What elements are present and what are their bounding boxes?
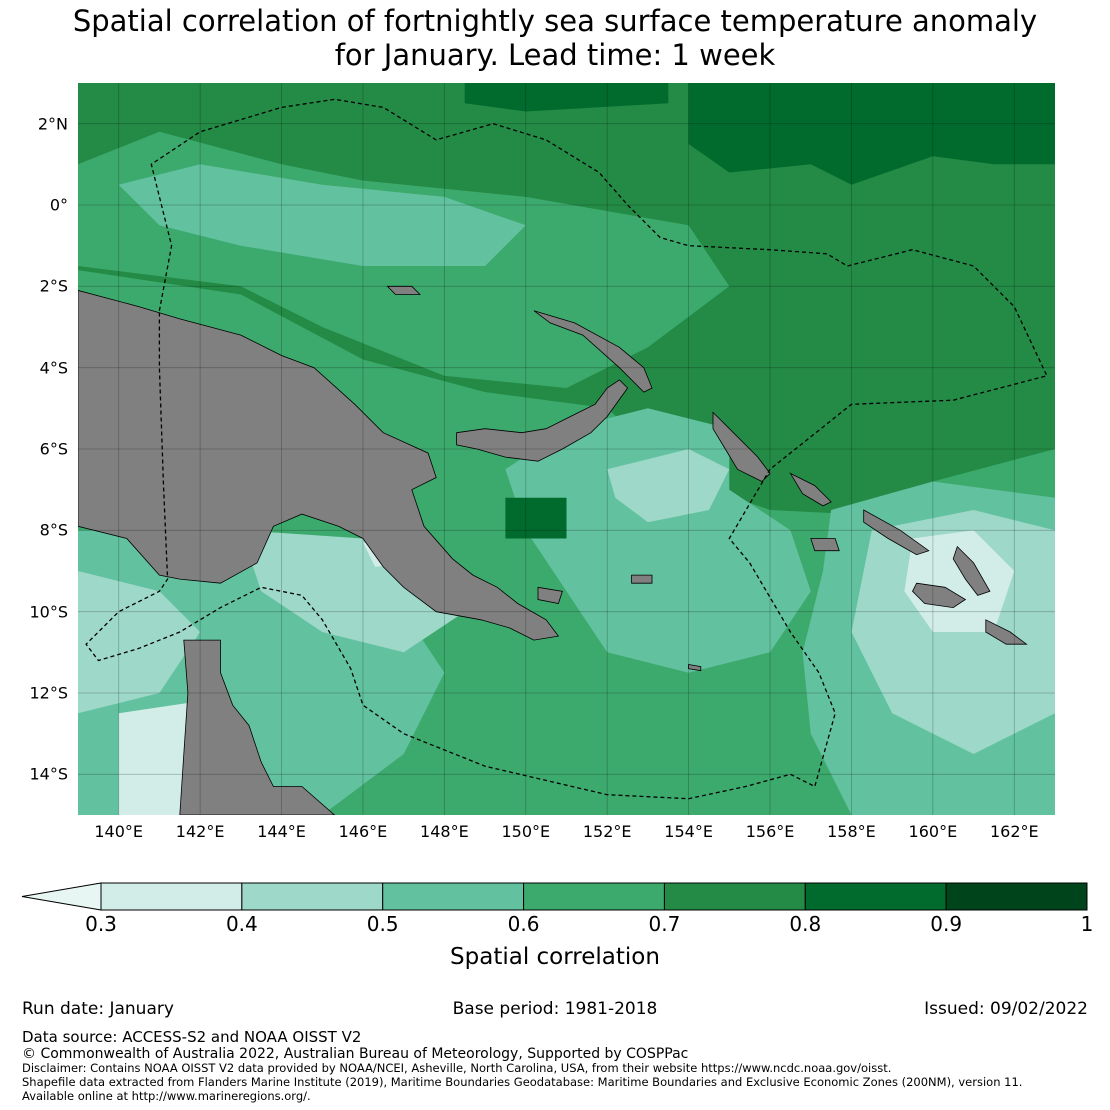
land-woodlark	[631, 574, 653, 584]
eez-boundary	[85, 98, 1048, 800]
land-new-britain	[456, 379, 629, 462]
issued-date: Issued: 09/02/2022	[924, 999, 1088, 1019]
lon-tick-label: 140°E	[94, 822, 144, 841]
correlation-region	[505, 408, 811, 673]
colorbar-segment	[663, 882, 806, 911]
colorbar-tick-label: 1	[1080, 912, 1094, 936]
lat-tick-label: 10°S	[29, 602, 68, 622]
base-period: Base period: 1981-2018	[452, 999, 658, 1019]
correlation-region	[688, 83, 1055, 185]
colorbar-tick-label: 0.7	[648, 912, 681, 936]
land-makira	[985, 619, 1028, 645]
land-rossel	[688, 664, 702, 672]
land-new-guinea	[78, 289, 560, 641]
colorbar-segment	[100, 882, 243, 911]
lon-tick-label: 142°E	[175, 822, 225, 841]
correlation-region	[464, 83, 669, 112]
run-date: Run date: January	[22, 999, 174, 1019]
correlation-region	[505, 497, 567, 539]
lon-tick-label: 156°E	[745, 822, 795, 841]
lon-tick-label: 150°E	[501, 822, 551, 841]
correlation-region	[78, 571, 201, 714]
colorbar-tick-label: 0.5	[366, 912, 399, 936]
lat-tick-label: 2°S	[39, 276, 68, 296]
disclaimer-line-3: Available online at http://www.marinereg…	[22, 1089, 311, 1103]
correlation-map	[78, 83, 1055, 815]
land-new-georgia	[810, 538, 840, 552]
colorbar-tick-label: 0.6	[507, 912, 540, 936]
lon-tick-label: 154°E	[664, 822, 713, 841]
land-fergusson	[537, 586, 563, 604]
lat-tick-label: 6°S	[39, 439, 68, 459]
land-malaita	[952, 545, 991, 596]
colorbar	[21, 882, 1088, 911]
lat-tick-label: 12°S	[29, 683, 68, 703]
lat-tick-label: 4°S	[39, 358, 68, 378]
lon-tick-label: 146°E	[338, 822, 388, 841]
colorbar-tick-label: 0.9	[930, 912, 963, 936]
lat-tick-label: 8°S	[39, 520, 68, 540]
lon-tick-label: 148°E	[420, 822, 469, 841]
land-cape-york	[179, 639, 336, 815]
land-santa-isabel	[863, 509, 930, 556]
land-choiseul	[789, 472, 832, 507]
land-bougainville	[712, 411, 771, 482]
correlation-region	[118, 164, 526, 266]
copyright: © Commonwealth of Australia 2022, Austra…	[22, 1046, 689, 1062]
chart-title: Spatial correlation of fortnightly sea s…	[0, 4, 1110, 72]
colorbar-segment	[241, 882, 384, 911]
colorbar-segment	[804, 882, 947, 911]
data-source: Data source: ACCESS-S2 and NOAA OISST V2	[22, 1028, 362, 1046]
land-new-ireland	[533, 310, 653, 393]
land-manus	[386, 285, 421, 295]
colorbar-tick-label: 0.4	[225, 912, 258, 936]
title-line-1: Spatial correlation of fortnightly sea s…	[72, 4, 1038, 38]
colorbar-tick-label: 0.8	[789, 912, 822, 936]
colorbar-under-arrow	[21, 882, 102, 911]
lon-tick-label: 158°E	[827, 822, 876, 841]
lon-tick-label: 160°E	[908, 822, 958, 841]
colorbar-tick-label: 0.3	[85, 912, 117, 936]
correlation-region	[607, 449, 730, 523]
colorbar-segment	[945, 882, 1088, 911]
lat-tick-label: 2°N	[37, 114, 68, 134]
colorbar-segment	[523, 882, 665, 911]
disclaimer-line-1: Disclaimer: Contains NOAA OISST V2 data …	[22, 1061, 892, 1075]
disclaimer-line-2: Shapefile data extracted from Flanders M…	[22, 1075, 1023, 1089]
lon-tick-label: 152°E	[582, 822, 632, 841]
colorbar-label: Spatial correlation	[450, 944, 660, 970]
map-panel	[78, 83, 1055, 815]
lon-tick-label: 162°E	[989, 822, 1039, 841]
land-guadalcanal	[912, 582, 967, 609]
lon-tick-label: 144°E	[257, 822, 306, 841]
colorbar-segment	[382, 882, 525, 911]
lat-tick-label: 0°	[49, 195, 68, 215]
correlation-region	[904, 530, 1015, 632]
title-line-2: for January. Lead time: 1 week	[334, 38, 776, 72]
lat-tick-label: 14°S	[29, 764, 68, 784]
